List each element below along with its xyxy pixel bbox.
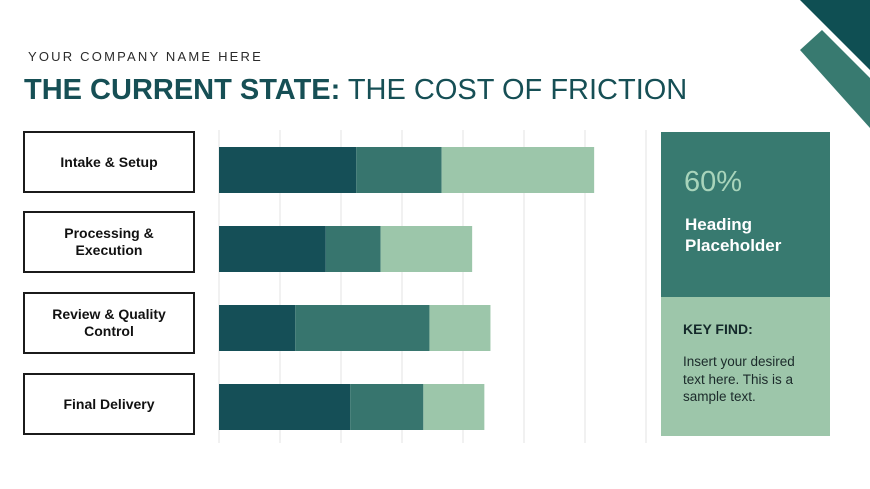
stat-panel: 60% Heading Placeholder (661, 132, 830, 297)
category-label-line: Final Delivery (63, 395, 155, 412)
category-label: Intake & Setup (39, 154, 179, 171)
bar-segment (350, 384, 424, 430)
key-find-panel: KEY FIND: Insert your desired text here.… (661, 297, 830, 436)
category-label-box: Intake & Setup (23, 131, 195, 193)
bar-segment (219, 226, 326, 272)
category-label: Review & Quality Control (39, 306, 179, 340)
corner-decoration (800, 0, 870, 128)
key-find-text: Insert your desired text here. This is a… (683, 354, 795, 404)
bar-segment (295, 305, 430, 351)
key-find-label: KEY FIND: (683, 321, 753, 337)
category-label: Processing & Execution (39, 225, 179, 259)
bar-segment (219, 384, 351, 430)
bar-segment (219, 305, 296, 351)
bar-segment (325, 226, 381, 272)
bar-segment (423, 384, 485, 430)
category-label-line: Intake & Setup (60, 153, 158, 170)
category-label-line: Control (84, 323, 134, 339)
bar-segment (219, 147, 357, 193)
title-bold: THE CURRENT STATE: (24, 74, 341, 106)
bar-segment (380, 226, 473, 272)
company-name: YOUR COMPANY NAME HERE (28, 49, 264, 64)
category-label-line: Processing & (64, 225, 154, 241)
category-label-box: Processing & Execution (23, 211, 195, 273)
category-label-box: Final Delivery (23, 373, 195, 435)
bar-segment (356, 147, 442, 193)
stat-percent: 60% (684, 166, 743, 198)
bar-segment (429, 305, 491, 351)
category-label-line: Review & Quality (52, 306, 166, 322)
category-label: Final Delivery (39, 396, 179, 413)
bar-segment (441, 147, 595, 193)
page-title: THE CURRENT STATE: THE COST OF FRICTION (24, 74, 687, 107)
stat-heading: Heading Placeholder (685, 215, 782, 255)
category-label-line: Execution (75, 242, 143, 258)
title-light: THE COST OF FRICTION (347, 74, 688, 106)
category-label-box: Review & Quality Control (23, 292, 195, 354)
